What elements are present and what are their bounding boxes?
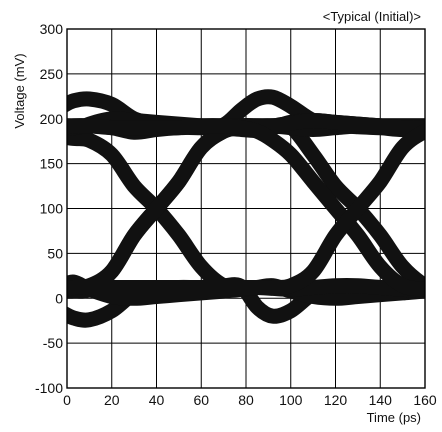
y-tick-label: 100 (40, 201, 64, 217)
y-tick-label: -50 (43, 335, 63, 351)
x-tick-labels: 0 20 40 60 80 100 120 140 160 (63, 392, 437, 408)
y-tick-label: 150 (40, 156, 64, 172)
x-tick-label: 120 (324, 392, 348, 408)
y-tick-labels: -100 -50 0 50 100 150 200 250 300 (35, 21, 63, 396)
y-axis-title: Voltage (mV) (12, 53, 27, 128)
x-tick-label: 20 (104, 392, 120, 408)
waveform-traces (67, 89, 425, 328)
y-tick-label: 0 (55, 290, 63, 306)
x-tick-label: 100 (279, 392, 303, 408)
chart-annotation: <Typical (Initial)> (323, 9, 421, 24)
x-tick-label: 0 (63, 392, 71, 408)
grid-lines (66, 28, 426, 389)
waveform-trace-10 (67, 123, 425, 297)
y-tick-label: 50 (47, 245, 63, 261)
x-tick-label: 80 (238, 392, 254, 408)
waveform-trace-9 (67, 118, 425, 297)
x-tick-label: 60 (193, 392, 209, 408)
plot-frame (66, 28, 426, 389)
y-tick-label: 300 (40, 21, 64, 37)
y-tick-label: 200 (40, 111, 64, 127)
x-tick-label: 160 (413, 392, 437, 408)
x-axis-title: Time (ps) (367, 410, 421, 425)
y-tick-label: -100 (35, 380, 63, 396)
x-tick-label: 40 (149, 392, 165, 408)
y-tick-label: 250 (40, 66, 64, 82)
x-tick-label: 140 (369, 392, 393, 408)
